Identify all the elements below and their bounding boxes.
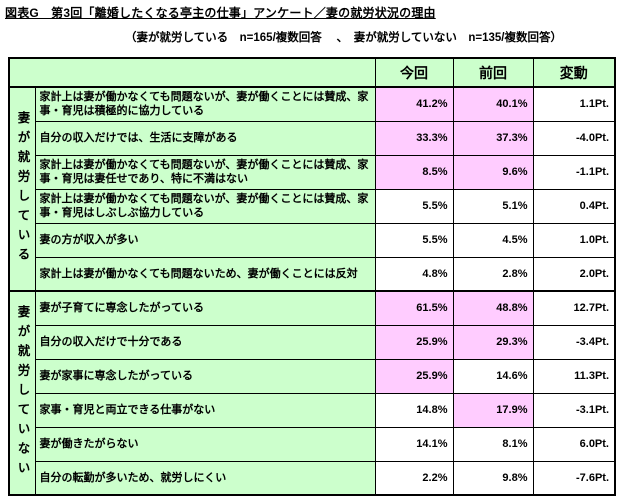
value-change: 11.3Pt.	[532, 358, 616, 394]
column-header-previous: 前回	[452, 57, 534, 88]
group-label-cell-working: 妻が就労している	[8, 86, 36, 292]
value-change: -1.1Pt.	[532, 154, 616, 190]
question-label: 家計上は妻が働かなくても問題ないため、妻が働くことには反対	[34, 256, 376, 292]
question-label: 妻が子育てに専念したがっている	[34, 290, 376, 326]
value-previous: 14.6%	[452, 358, 534, 394]
value-current: 25.9%	[374, 324, 454, 360]
value-current: 5.5%	[374, 222, 454, 258]
table-row: 妻が就労している 家計上は妻が働かなくても問題ないが、妻が働くことには賛成、家事…	[8, 86, 616, 292]
question-label: 家事・育児と両立できる仕事がない	[34, 392, 376, 428]
table-row: 自分の転勤が多いため、就労しにくい 2.2% 9.8% -7.6Pt.	[9, 460, 616, 496]
value-current: 2.2%	[374, 460, 454, 496]
value-current: 41.2%	[374, 86, 454, 122]
value-change: 0.4Pt.	[532, 188, 616, 224]
question-label: 家計上は妻が働かなくても問題ないが、妻が働くことには賛成、家事・育児は積極的に協…	[34, 86, 376, 122]
value-current: 14.1%	[374, 426, 454, 462]
value-previous: 2.8%	[452, 256, 534, 292]
value-change: -7.6Pt.	[532, 460, 616, 496]
value-current: 25.9%	[374, 358, 454, 394]
table-row: 家計上は妻が働かなくても問題ないが、妻が働くことには賛成、家事・育児は妻任せであ…	[9, 154, 616, 190]
value-previous: 5.1%	[452, 188, 534, 224]
table-header-row: 今回 前回 変動	[8, 57, 616, 88]
value-change: -4.0Pt.	[532, 120, 616, 156]
column-header-change: 変動	[532, 57, 616, 88]
page-title: 図表G 第3回「離婚したくなる亭主の仕事」アンケート／妻の就労状況の理由	[5, 6, 436, 20]
value-change: 2.0Pt.	[532, 256, 616, 292]
value-current: 8.5%	[374, 154, 454, 190]
value-previous: 40.1%	[452, 86, 534, 122]
value-previous: 17.9%	[452, 392, 534, 428]
value-previous: 48.8%	[452, 290, 534, 326]
value-change: 12.7Pt.	[532, 290, 616, 326]
question-label: 自分の収入だけでは、生活に支障がある	[34, 120, 376, 156]
table-row: 家事・育児と両立できる仕事がない 14.8% 17.9% -3.1Pt.	[9, 392, 616, 428]
table-row: 自分の収入だけでは、生活に支障がある 33.3% 37.3% -4.0Pt.	[9, 120, 616, 156]
table-row: 家計上は妻が働かなくても問題ないため、妻が働くことには反対 4.8% 2.8% …	[9, 256, 616, 292]
group-label-working: 妻が就労している	[15, 111, 30, 267]
value-current: 14.8%	[374, 392, 454, 428]
question-label: 妻の方が収入が多い	[34, 222, 376, 258]
column-header-current: 今回	[374, 57, 454, 88]
table-row: 家計上は妻が働かなくても問題ないが、妻が働くことには賛成、家事・育児はしぶしぶ協…	[9, 188, 616, 224]
value-previous: 8.1%	[452, 426, 534, 462]
table-row: 妻が家事に専念したがっている 25.9% 14.6% 11.3Pt.	[9, 358, 616, 394]
value-change: 1.1Pt.	[532, 86, 616, 122]
value-previous: 4.5%	[452, 222, 534, 258]
question-label: 自分の収入だけで十分である	[34, 324, 376, 360]
value-current: 4.8%	[374, 256, 454, 292]
value-change: 1.0Pt.	[532, 222, 616, 258]
question-label: 家計上は妻が働かなくても問題ないが、妻が働くことには賛成、家事・育児はしぶしぶ協…	[34, 188, 376, 224]
value-current: 33.3%	[374, 120, 454, 156]
question-label: 妻が働きたがらない	[34, 426, 376, 462]
survey-table: 今回 前回 変動 妻が就労している 家計上は妻が働かなくても問題ないが、妻が働く…	[8, 57, 616, 496]
value-previous: 9.8%	[452, 460, 534, 496]
value-current: 61.5%	[374, 290, 454, 326]
corner-cell	[8, 57, 376, 88]
table-row: 妻が働きたがらない 14.1% 8.1% 6.0Pt.	[9, 426, 616, 462]
page-subtitle: （妻が就労している n=165/複数回答 、 妻が就労していない n=135/複…	[125, 32, 562, 44]
question-label: 家計上は妻が働かなくても問題ないが、妻が働くことには賛成、家事・育児は妻任せであ…	[34, 154, 376, 190]
table-row: 自分の収入だけで十分である 25.9% 29.3% -3.4Pt.	[9, 324, 616, 360]
value-previous: 9.6%	[452, 154, 534, 190]
value-previous: 37.3%	[452, 120, 534, 156]
value-change: 6.0Pt.	[532, 426, 616, 462]
group-label-cell-not-working: 妻が就労していない	[8, 290, 36, 496]
value-previous: 29.3%	[452, 324, 534, 360]
value-change: -3.4Pt.	[532, 324, 616, 360]
value-change: -3.1Pt.	[532, 392, 616, 428]
group-label-not-working: 妻が就労していない	[15, 305, 30, 481]
question-label: 自分の転勤が多いため、就労しにくい	[34, 460, 376, 496]
value-current: 5.5%	[374, 188, 454, 224]
table-row: 妻の方が収入が多い 5.5% 4.5% 1.0Pt.	[9, 222, 616, 258]
table-row: 妻が就労していない 妻が子育てに専念したがっている 61.5% 48.8% 12…	[8, 290, 616, 496]
question-label: 妻が家事に専念したがっている	[34, 358, 376, 394]
